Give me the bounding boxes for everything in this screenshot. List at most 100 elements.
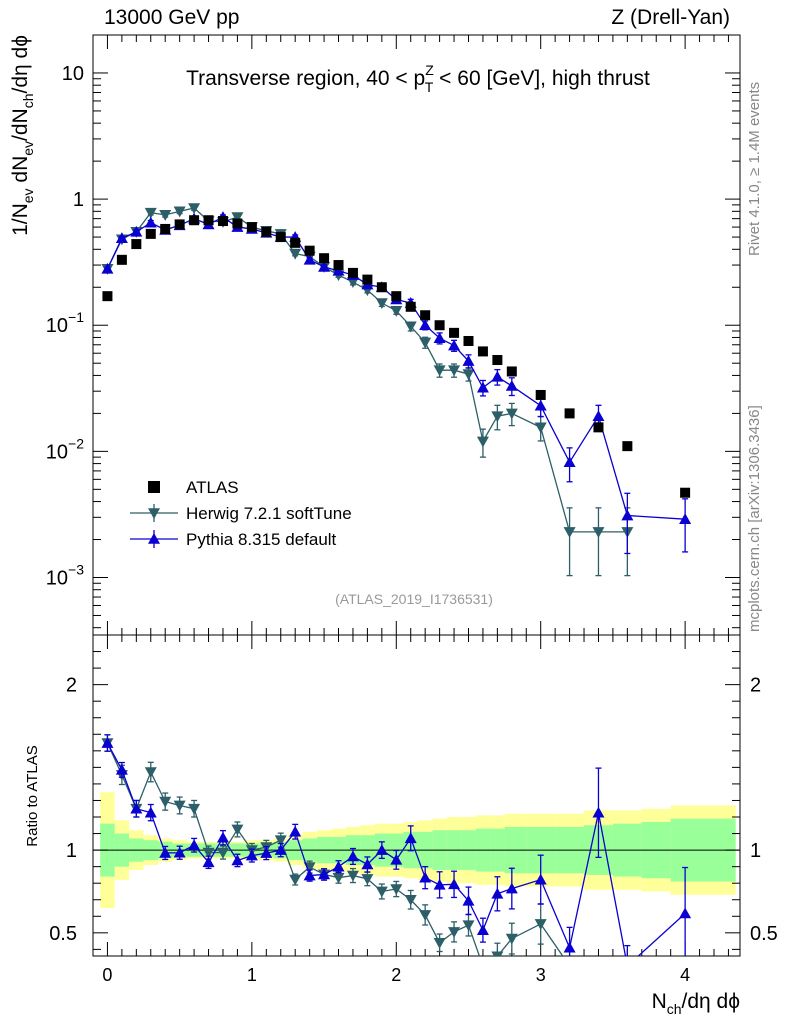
ratio-y-tick-label: 0.5 [49,923,77,945]
pythia-ratio-marker [534,873,547,885]
atlas-marker [246,222,257,233]
herwig-marker [173,206,186,218]
pythia-ratio-marker [130,802,143,814]
atlas-marker [232,218,243,229]
y-tick-label-exp: −3 [68,561,84,577]
atlas-marker [535,389,546,400]
atlas-marker [145,228,156,239]
pythia-marker [563,456,576,468]
y-tick-label-base: 10 [46,315,68,337]
plot-frames [92,34,741,957]
herwig-ratio-marker [159,796,172,808]
pythia-ratio-marker [231,854,244,866]
y-axis-label-part: /dη dϕ [9,35,32,93]
y-axis-label-part: ev [20,188,36,203]
pythia-ratio-marker [274,844,287,855]
herwig-marker [144,207,157,219]
herwig-ratio-marker [216,847,229,859]
legend: ATLAS Herwig 7.2.1 softTune Pythia 8.315 d… [130,478,352,549]
pythia-ratio-marker [303,869,316,881]
herwig-ratio-marker [375,886,388,898]
legend-entry-label: Herwig 7.2.1 softTune [186,504,352,523]
herwig-ratio-marker [332,872,345,884]
herwig-marker [231,212,244,224]
atlas-marker [319,253,330,264]
header-process-label: Z (Drell-Yan) [611,6,730,29]
herwig-marker [159,210,172,221]
herwig-ratio-marker [462,920,475,932]
herwig-ratio-marker [534,919,547,930]
main-panel-marks [101,203,692,577]
herwig-ratio-marker [346,870,359,882]
atlas-marker [506,366,517,377]
herwig-marker [534,422,547,434]
pythia-ratio-marker [188,839,201,851]
pythia-marker [476,381,489,393]
herwig-ratio-marker [621,976,633,987]
herwig-marker [448,365,461,377]
x-tick-label: 4 [680,965,690,985]
y-axis-label-part: 1/N [9,203,32,236]
atlas-marker [434,320,445,331]
pythia-marker [448,339,461,351]
pythia-marker [303,253,316,265]
herwig-ratio-marker [448,927,461,938]
atlas-marker [680,487,691,498]
pythia-marker [115,232,128,243]
herwig-marker [491,411,504,423]
herwig-marker [375,298,388,310]
herwig-ratio-marker [491,951,504,956]
pythia-ratio-marker [361,858,374,870]
pythia-marker [318,260,331,272]
herwig-marker [476,436,489,448]
herwig-ratio-marker [173,800,186,812]
pythia-marker [101,262,114,274]
ratio-panel-frame [92,634,741,957]
pythia-marker [621,509,634,521]
pythia-marker [332,264,345,276]
herwig-ratio-marker [404,894,417,906]
pythia-ratio-marker [462,894,475,906]
atlas-marker [261,226,272,237]
herwig-ratio-marker [390,884,403,896]
atlas-marker [463,335,474,346]
herwig-ratio-marker [202,847,215,859]
pythia-ratio-marker [202,856,215,868]
y-axis-label-part: /dN [9,108,32,141]
y-tick-label: 10−1 [46,309,84,337]
pythia-marker [144,216,157,228]
atlas-marker [449,327,460,338]
pythia-ratio-marker [245,849,258,861]
herwig-ratio-marker [144,767,157,779]
x-axis-label: Nch/dη dϕ [652,990,740,1017]
y-tick-label: 10−2 [46,435,84,463]
ratio-y-tick-label-right: 1 [750,840,761,862]
herwig-marker [289,248,302,260]
pythia-marker [462,355,475,366]
pythia-marker [491,370,504,382]
herwig-marker [419,337,432,349]
pythia-marker [679,513,692,524]
pythia-marker [534,399,547,411]
pythia-ratio-marker [621,963,633,974]
ratio-y-tick-label-right: 0.5 [750,923,778,945]
pythia-marker [419,319,432,331]
atlas-marker [477,346,488,357]
chart-title: Transverse region, 40 < pZ T < 60 [GeV], … [186,62,650,95]
atlas-marker [347,267,358,278]
pythia-ratio-marker [332,860,345,872]
legend-herwig-marker [148,508,160,519]
pythia-marker [433,332,446,343]
y-axis-label: 1/Nev dNev/dNch/dη dϕ [9,35,36,236]
pythia-ratio-marker [390,853,403,865]
y-tick-label-base: 10 [46,441,68,463]
y-axis-label-part: ev [20,141,36,156]
pythia-ratio-marker [173,846,186,858]
pythia-ratio-marker [289,825,302,837]
x-tick-label: 2 [391,965,401,985]
herwig-marker [390,306,403,317]
x-tick-label: 1 [247,965,257,985]
y-tick-label-base: 10 [46,567,68,589]
herwig-marker [505,408,518,420]
